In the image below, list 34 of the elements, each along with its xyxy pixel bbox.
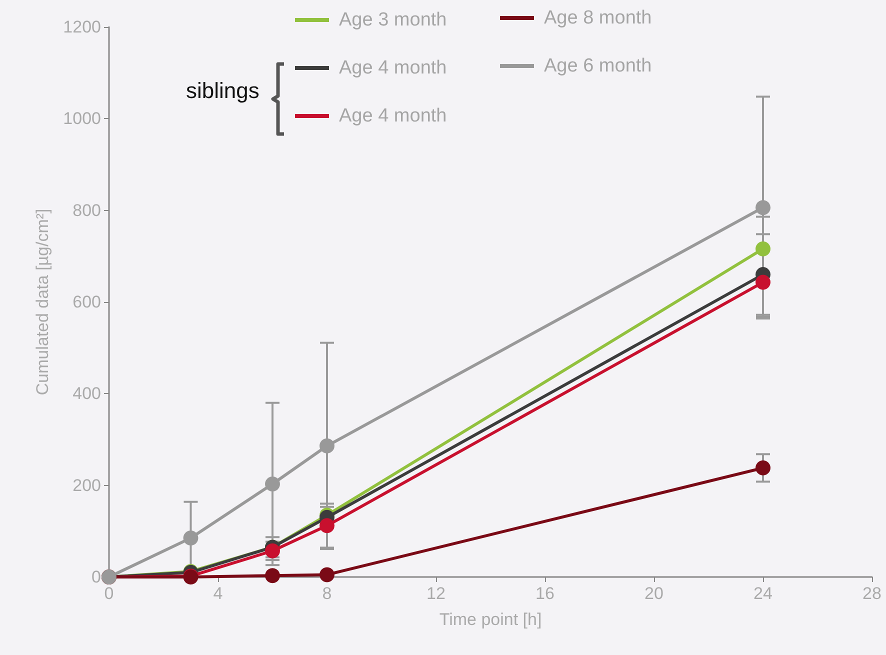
point bbox=[265, 543, 280, 558]
x-tick-label: 20 bbox=[644, 584, 664, 603]
point bbox=[756, 460, 770, 476]
point bbox=[320, 567, 334, 582]
legend-label: Age 6 month bbox=[544, 56, 652, 76]
point bbox=[320, 438, 334, 454]
point bbox=[265, 476, 280, 492]
point bbox=[265, 568, 280, 584]
point bbox=[756, 274, 770, 290]
point bbox=[183, 530, 198, 546]
y-tick-label: 800 bbox=[72, 200, 101, 220]
y-tick-label: 1000 bbox=[63, 109, 101, 128]
x-tick-label: 16 bbox=[536, 584, 554, 603]
point bbox=[756, 241, 770, 256]
x-axis-title: Time point [h] bbox=[439, 610, 542, 629]
y-tick-label: 600 bbox=[72, 292, 101, 312]
legend-label: Age 4 month bbox=[339, 106, 447, 126]
x-tick-label: 24 bbox=[754, 584, 772, 603]
y-tick-label: 1200 bbox=[63, 18, 101, 36]
y-tick-label: 0 bbox=[92, 568, 101, 586]
y-tick-label: 200 bbox=[72, 476, 101, 495]
legend-label: Age 4 month bbox=[339, 58, 447, 78]
legend-label: Age 8 month bbox=[544, 8, 652, 28]
y-tick-label: 400 bbox=[72, 384, 101, 404]
x-tick-label: 0 bbox=[104, 584, 114, 603]
x-tick-label: 12 bbox=[426, 584, 446, 603]
y-axis-title: Cumulated data [µg/cm²] bbox=[33, 208, 52, 396]
annotation: siblings bbox=[186, 78, 260, 104]
x-tick-label: 28 bbox=[862, 584, 882, 603]
x-tick-label: 8 bbox=[322, 584, 332, 603]
x-tick-label: 4 bbox=[213, 584, 223, 603]
point bbox=[756, 200, 770, 216]
legend-label: Age 3 month bbox=[339, 10, 447, 30]
point bbox=[320, 518, 334, 534]
